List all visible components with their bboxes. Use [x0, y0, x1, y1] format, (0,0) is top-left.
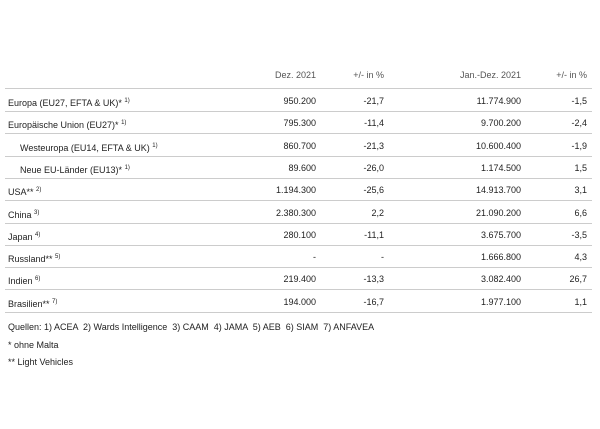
row-rule — [5, 244, 592, 246]
row-rule — [5, 111, 592, 112]
cell: 11.774.900 — [476, 96, 521, 106]
cell: 1,1 — [574, 296, 587, 307]
footnote-ref: 1) — [124, 98, 130, 104]
row-label: China 3) — [8, 207, 39, 221]
cell: 3.082.400 — [480, 274, 521, 285]
cell: 3.675.700 — [480, 229, 521, 240]
footnote-ref: 1) — [124, 164, 130, 171]
row-label: Indien 6) — [8, 273, 40, 287]
cell: 2,2 — [371, 207, 384, 218]
label-text: China — [8, 209, 32, 220]
row-rule — [5, 267, 592, 269]
cell: - — [313, 252, 316, 263]
cell: -1,9 — [571, 140, 587, 151]
row-label: Japan 4) — [8, 229, 40, 243]
label-text: Brasilien** — [8, 298, 50, 309]
cell: 860.700 — [283, 140, 316, 151]
cell: -21,7 — [363, 96, 384, 106]
footnote-ref: 7) — [52, 298, 58, 305]
row-label: Europäische Union (EU27)* 1) — [8, 117, 126, 131]
label-text: Europa (EU27, EFTA & UK)* — [8, 98, 122, 108]
cell: 1.977.100 — [480, 296, 521, 307]
row-rule — [5, 289, 592, 291]
footer-note: ** Light Vehicles — [8, 357, 74, 367]
cell: 219.400 — [283, 274, 316, 285]
cell: 280.100 — [283, 229, 316, 240]
label-text: USA** — [8, 187, 34, 198]
cell: 950.200 — [283, 96, 316, 106]
header-rule — [5, 88, 592, 89]
cell: -1,5 — [571, 96, 587, 106]
row-label: Europa (EU27, EFTA & UK)* 1) — [8, 95, 130, 109]
row-label: Brasilien** 7) — [8, 296, 57, 310]
cell: -26,0 — [363, 162, 384, 173]
cell: 1.666.800 — [480, 252, 521, 263]
cell: -13,3 — [363, 274, 384, 285]
row-label: Neue EU-Länder (EU13)* 1) — [20, 162, 130, 176]
footnote-ref: 1) — [121, 120, 127, 127]
footer-note: * ohne Malta — [8, 339, 59, 350]
row-rule — [5, 200, 592, 202]
cell: -3,5 — [571, 229, 587, 240]
footnote-ref: 3) — [34, 209, 40, 216]
column-header: Jan.-Dez. 2021 — [459, 70, 521, 80]
label-text: Indien — [8, 276, 33, 287]
label-text: Neue EU-Länder (EU13)* — [20, 164, 123, 175]
cell: 26,7 — [569, 274, 587, 285]
footnote-ref: 5) — [55, 254, 61, 261]
cell: -16,7 — [363, 296, 384, 307]
row-rule — [5, 177, 592, 179]
cell: -21,3 — [363, 140, 384, 151]
label-text: Russland** — [8, 254, 53, 265]
cell: 1.194.300 — [275, 185, 316, 196]
footnote-ref: 6) — [35, 276, 41, 283]
cell: 4,3 — [574, 252, 587, 263]
cell: 1,5 — [574, 162, 587, 173]
cell: 194.000 — [283, 296, 316, 307]
column-header: +/- in % — [556, 70, 587, 80]
row-label: Russland** 5) — [8, 251, 60, 265]
cell: -11,1 — [364, 229, 384, 240]
cell: 10.600.400 — [475, 140, 521, 151]
footnote-ref: 4) — [35, 231, 41, 238]
column-header: +/- in % — [353, 70, 384, 80]
cell: -25,6 — [363, 185, 384, 196]
cell: 2.380.300 — [275, 207, 316, 218]
cell: 89.600 — [288, 162, 316, 173]
column-header: Dez. 2021 — [274, 70, 316, 80]
row-rule — [5, 133, 592, 135]
cell: 9.700.200 — [480, 118, 521, 129]
cell: 3,1 — [574, 185, 587, 196]
row-rule — [5, 311, 592, 313]
row-label: USA** 2) — [8, 184, 41, 198]
cell: -11,4 — [364, 118, 384, 129]
footnote-ref: 1) — [152, 142, 158, 149]
cell: 1.174.500 — [480, 162, 521, 173]
label-text: Westeuropa (EU14, EFTA & UK) — [20, 142, 150, 153]
row-rule — [5, 155, 592, 157]
cell: 795.300 — [283, 118, 316, 129]
footnote-ref: 2) — [36, 187, 42, 194]
cell: 6,6 — [574, 207, 587, 218]
row-rule — [5, 222, 592, 224]
cell: 14.913.700 — [475, 185, 521, 196]
cell: 21.090.200 — [475, 207, 521, 218]
label-text: Europäische Union (EU27)* — [8, 120, 119, 131]
label-text: Japan — [8, 231, 33, 242]
row-label: Westeuropa (EU14, EFTA & UK) 1) — [20, 140, 158, 154]
footer-note: Quellen: 1) ACEA 2) Wards Intelligence 3… — [8, 322, 375, 332]
cell: -2,4 — [571, 118, 587, 129]
cell: - — [381, 252, 384, 263]
